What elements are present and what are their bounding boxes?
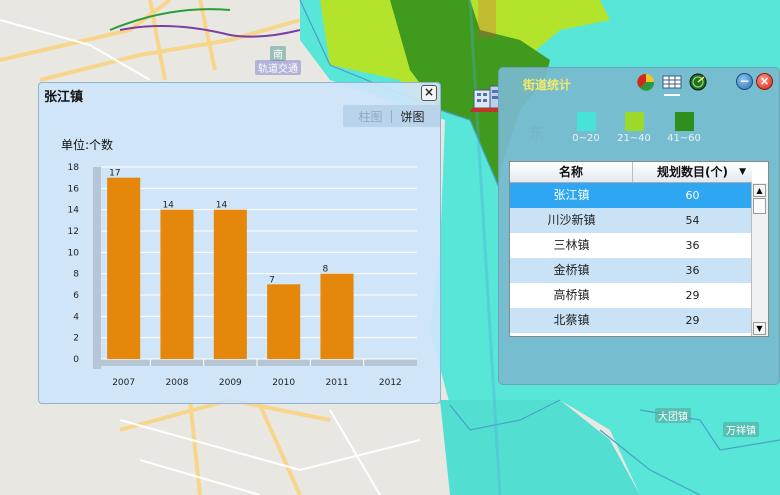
table-body: 张江镇 60 川沙新镇 54 三林镇 36 金桥镇 36 高桥镇 29 北蔡镇 …	[510, 183, 752, 333]
scroll-down-icon[interactable]: ▼	[753, 322, 766, 335]
x-tick-label: 2012	[379, 378, 402, 385]
pie-chart-icon[interactable]	[636, 73, 656, 91]
y-tick-label: 4	[73, 312, 79, 322]
active-tool-indicator	[664, 94, 680, 96]
map-label: 万祥镇	[723, 422, 759, 437]
data-label: 17	[109, 169, 120, 179]
cell-name: 金桥镇	[553, 263, 590, 277]
stats-title: 街道统计	[523, 78, 572, 92]
cell-name: 北蔡镇	[553, 313, 590, 327]
y-tick-label: 18	[68, 163, 80, 173]
metro-line	[119, 25, 301, 38]
cell-count: 60	[685, 189, 700, 202]
bar-chart: 0 2 4 6 8 10 12 14 16 18 17 2007 14 2008 14 2009 7 2010 8 2…	[68, 163, 417, 385]
chart-type-tabs: 柱图 | 饼图	[343, 105, 440, 127]
y-tick-label: 14	[68, 206, 80, 216]
bar[interactable]	[267, 284, 301, 359]
district-teal-south[interactable]	[440, 400, 640, 495]
table-header: 名称 规划数目(个) ▼	[510, 162, 752, 183]
bar[interactable]	[213, 209, 247, 359]
y-tick-label: 12	[68, 227, 79, 237]
map-label: 轨道交通	[255, 60, 301, 75]
legend-swatch	[674, 112, 694, 131]
x-tick-label: 2009	[219, 378, 242, 385]
table-scrollbar[interactable]: ▲ ▼	[751, 183, 768, 336]
cell-count: 29	[685, 289, 700, 302]
close-icon[interactable]: ×	[756, 73, 773, 90]
x-tick-label: 2011	[326, 378, 349, 385]
table-row[interactable]: 川沙新镇 54	[510, 208, 752, 233]
bar[interactable]	[160, 209, 194, 359]
x-tick-label: 2007	[112, 378, 135, 385]
popup-title: 张江镇	[44, 90, 84, 105]
table-row[interactable]: 北蔡镇 29	[510, 308, 752, 333]
cell-name: 川沙新镇	[547, 213, 596, 227]
radar-icon[interactable]	[688, 73, 708, 91]
legend-item: 41~60	[664, 112, 704, 144]
bar[interactable]	[107, 177, 141, 359]
x-axis-strip	[93, 359, 417, 366]
cell-name: 三林镇	[553, 238, 590, 252]
legend-label: 0~20	[572, 133, 600, 144]
tab-bar-chart[interactable]: 柱图	[358, 109, 383, 124]
y-tick-label: 0	[73, 355, 79, 365]
y-axis-strip	[93, 167, 101, 369]
street-stats-panel: 街道统计 − × 0~20 21~40 41~60 名称	[498, 67, 780, 385]
district-dark-green[interactable]	[390, 0, 550, 190]
legend-swatch	[576, 112, 596, 131]
x-tick-label: 2010	[272, 378, 295, 385]
legend-item: 0~20	[566, 112, 606, 144]
legend-item: 21~40	[614, 112, 654, 144]
chart-popup: 张江镇 × 柱图 | 饼图 单位:个数 0 2 4 6 8 10 12 14 16 18 17 200…	[38, 82, 441, 404]
y-tick-label: 6	[73, 291, 79, 301]
legend-label: 41~60	[667, 133, 701, 144]
map-label: 南	[270, 46, 286, 61]
close-icon[interactable]: ×	[421, 85, 437, 101]
road-network	[0, 0, 331, 495]
column-header-count-label: 规划数目(个)	[657, 165, 728, 179]
cell-name: 张江镇	[553, 188, 590, 202]
table-icon[interactable]	[662, 73, 682, 91]
x-tick-label: 2008	[166, 378, 189, 385]
y-tick-label: 2	[73, 334, 79, 344]
data-label: 8	[322, 265, 328, 275]
data-label: 7	[269, 275, 275, 285]
y-tick-label: 10	[68, 248, 80, 258]
cell-count: 29	[685, 314, 700, 327]
sort-desc-icon[interactable]: ▼	[739, 167, 746, 177]
chart-unit-label: 单位:个数	[61, 138, 114, 152]
table-row[interactable]: 三林镇 36	[510, 233, 752, 258]
table-row[interactable]: 高桥镇 29	[510, 283, 752, 308]
column-header-count[interactable]: 规划数目(个) ▼	[633, 162, 752, 182]
bar[interactable]	[320, 273, 354, 359]
tab-separator: |	[389, 109, 394, 123]
cell-name: 高桥镇	[553, 288, 590, 302]
green-line	[109, 8, 231, 31]
legend-label: 21~40	[617, 133, 651, 144]
cell-count: 36	[685, 239, 700, 252]
minimize-icon[interactable]: −	[736, 73, 753, 90]
cell-count: 36	[685, 264, 700, 277]
data-label: 14	[162, 201, 174, 211]
table-row[interactable]: 金桥镇 36	[510, 258, 752, 283]
building-icon[interactable]	[468, 82, 504, 114]
column-header-name[interactable]: 名称	[510, 162, 633, 182]
y-tick-label: 8	[73, 270, 79, 280]
tab-pie-chart[interactable]: 饼图	[400, 109, 425, 124]
map-label: 大团镇	[655, 408, 691, 423]
legend-swatch	[624, 112, 644, 131]
table-row[interactable]: 张江镇 60	[510, 183, 752, 208]
cell-count: 54	[685, 214, 700, 227]
data-label: 14	[216, 201, 228, 211]
stats-table: 名称 规划数目(个) ▼ 张江镇 60 川沙新镇 54 三林镇 36 金桥镇 3…	[509, 161, 769, 337]
scroll-thumb[interactable]	[753, 198, 766, 214]
scroll-up-icon[interactable]: ▲	[753, 184, 766, 197]
minor-roads	[0, 19, 421, 495]
y-tick-label: 16	[68, 184, 80, 194]
